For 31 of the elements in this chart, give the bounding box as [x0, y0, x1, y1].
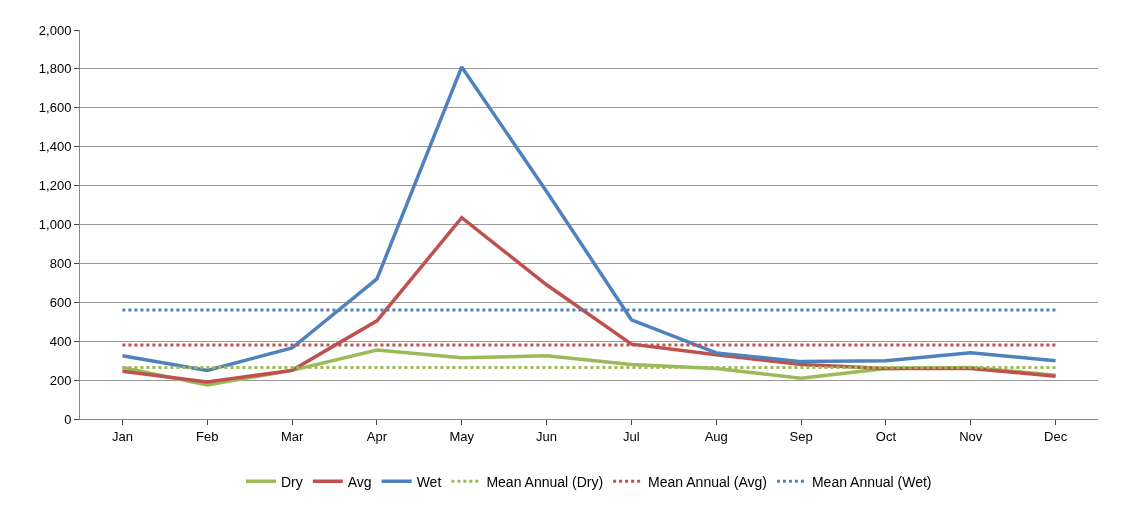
legend-label: Wet — [416, 473, 442, 490]
x-tick-label: Aug — [704, 428, 728, 444]
y-tick-label: 1,600 — [38, 100, 72, 116]
x-tick-label: Jan — [111, 428, 133, 444]
y-tick-label: 600 — [49, 294, 72, 310]
x-tick-label: Oct — [875, 428, 897, 444]
x-tick-label: Sep — [789, 428, 813, 444]
legend-label: Mean Annual (Avg) — [648, 473, 767, 490]
y-tick-label: 1,000 — [38, 217, 72, 233]
legend-label: Mean Annual (Dry) — [486, 473, 604, 490]
x-tick-label: Feb — [196, 428, 219, 444]
x-tick-label: Nov — [959, 428, 983, 444]
legend-label: Avg — [347, 473, 372, 490]
y-tick-label: 2,000 — [38, 22, 72, 38]
y-tick-label: 0 — [64, 411, 72, 427]
line-series — [120, 215, 1058, 384]
line-series — [120, 65, 1058, 373]
x-tick-label: Dec — [1044, 428, 1068, 444]
legend-label: Dry — [281, 473, 303, 490]
x-tick-label: Mar — [280, 428, 304, 444]
x-tick-label: Apr — [366, 428, 388, 444]
legend-label: Mean Annual (Wet) — [811, 473, 932, 490]
y-tick-label: 800 — [49, 255, 72, 271]
y-tick-label: 1,800 — [38, 61, 72, 77]
y-tick-label: 200 — [49, 372, 72, 388]
y-tick-label: 1,400 — [38, 139, 72, 155]
x-tick-label: May — [449, 428, 475, 444]
y-tick-label: 1,200 — [38, 178, 72, 194]
y-tick-label: 400 — [49, 333, 72, 349]
x-tick-label: Jul — [623, 428, 640, 444]
x-tick-label: Jun — [536, 428, 558, 444]
